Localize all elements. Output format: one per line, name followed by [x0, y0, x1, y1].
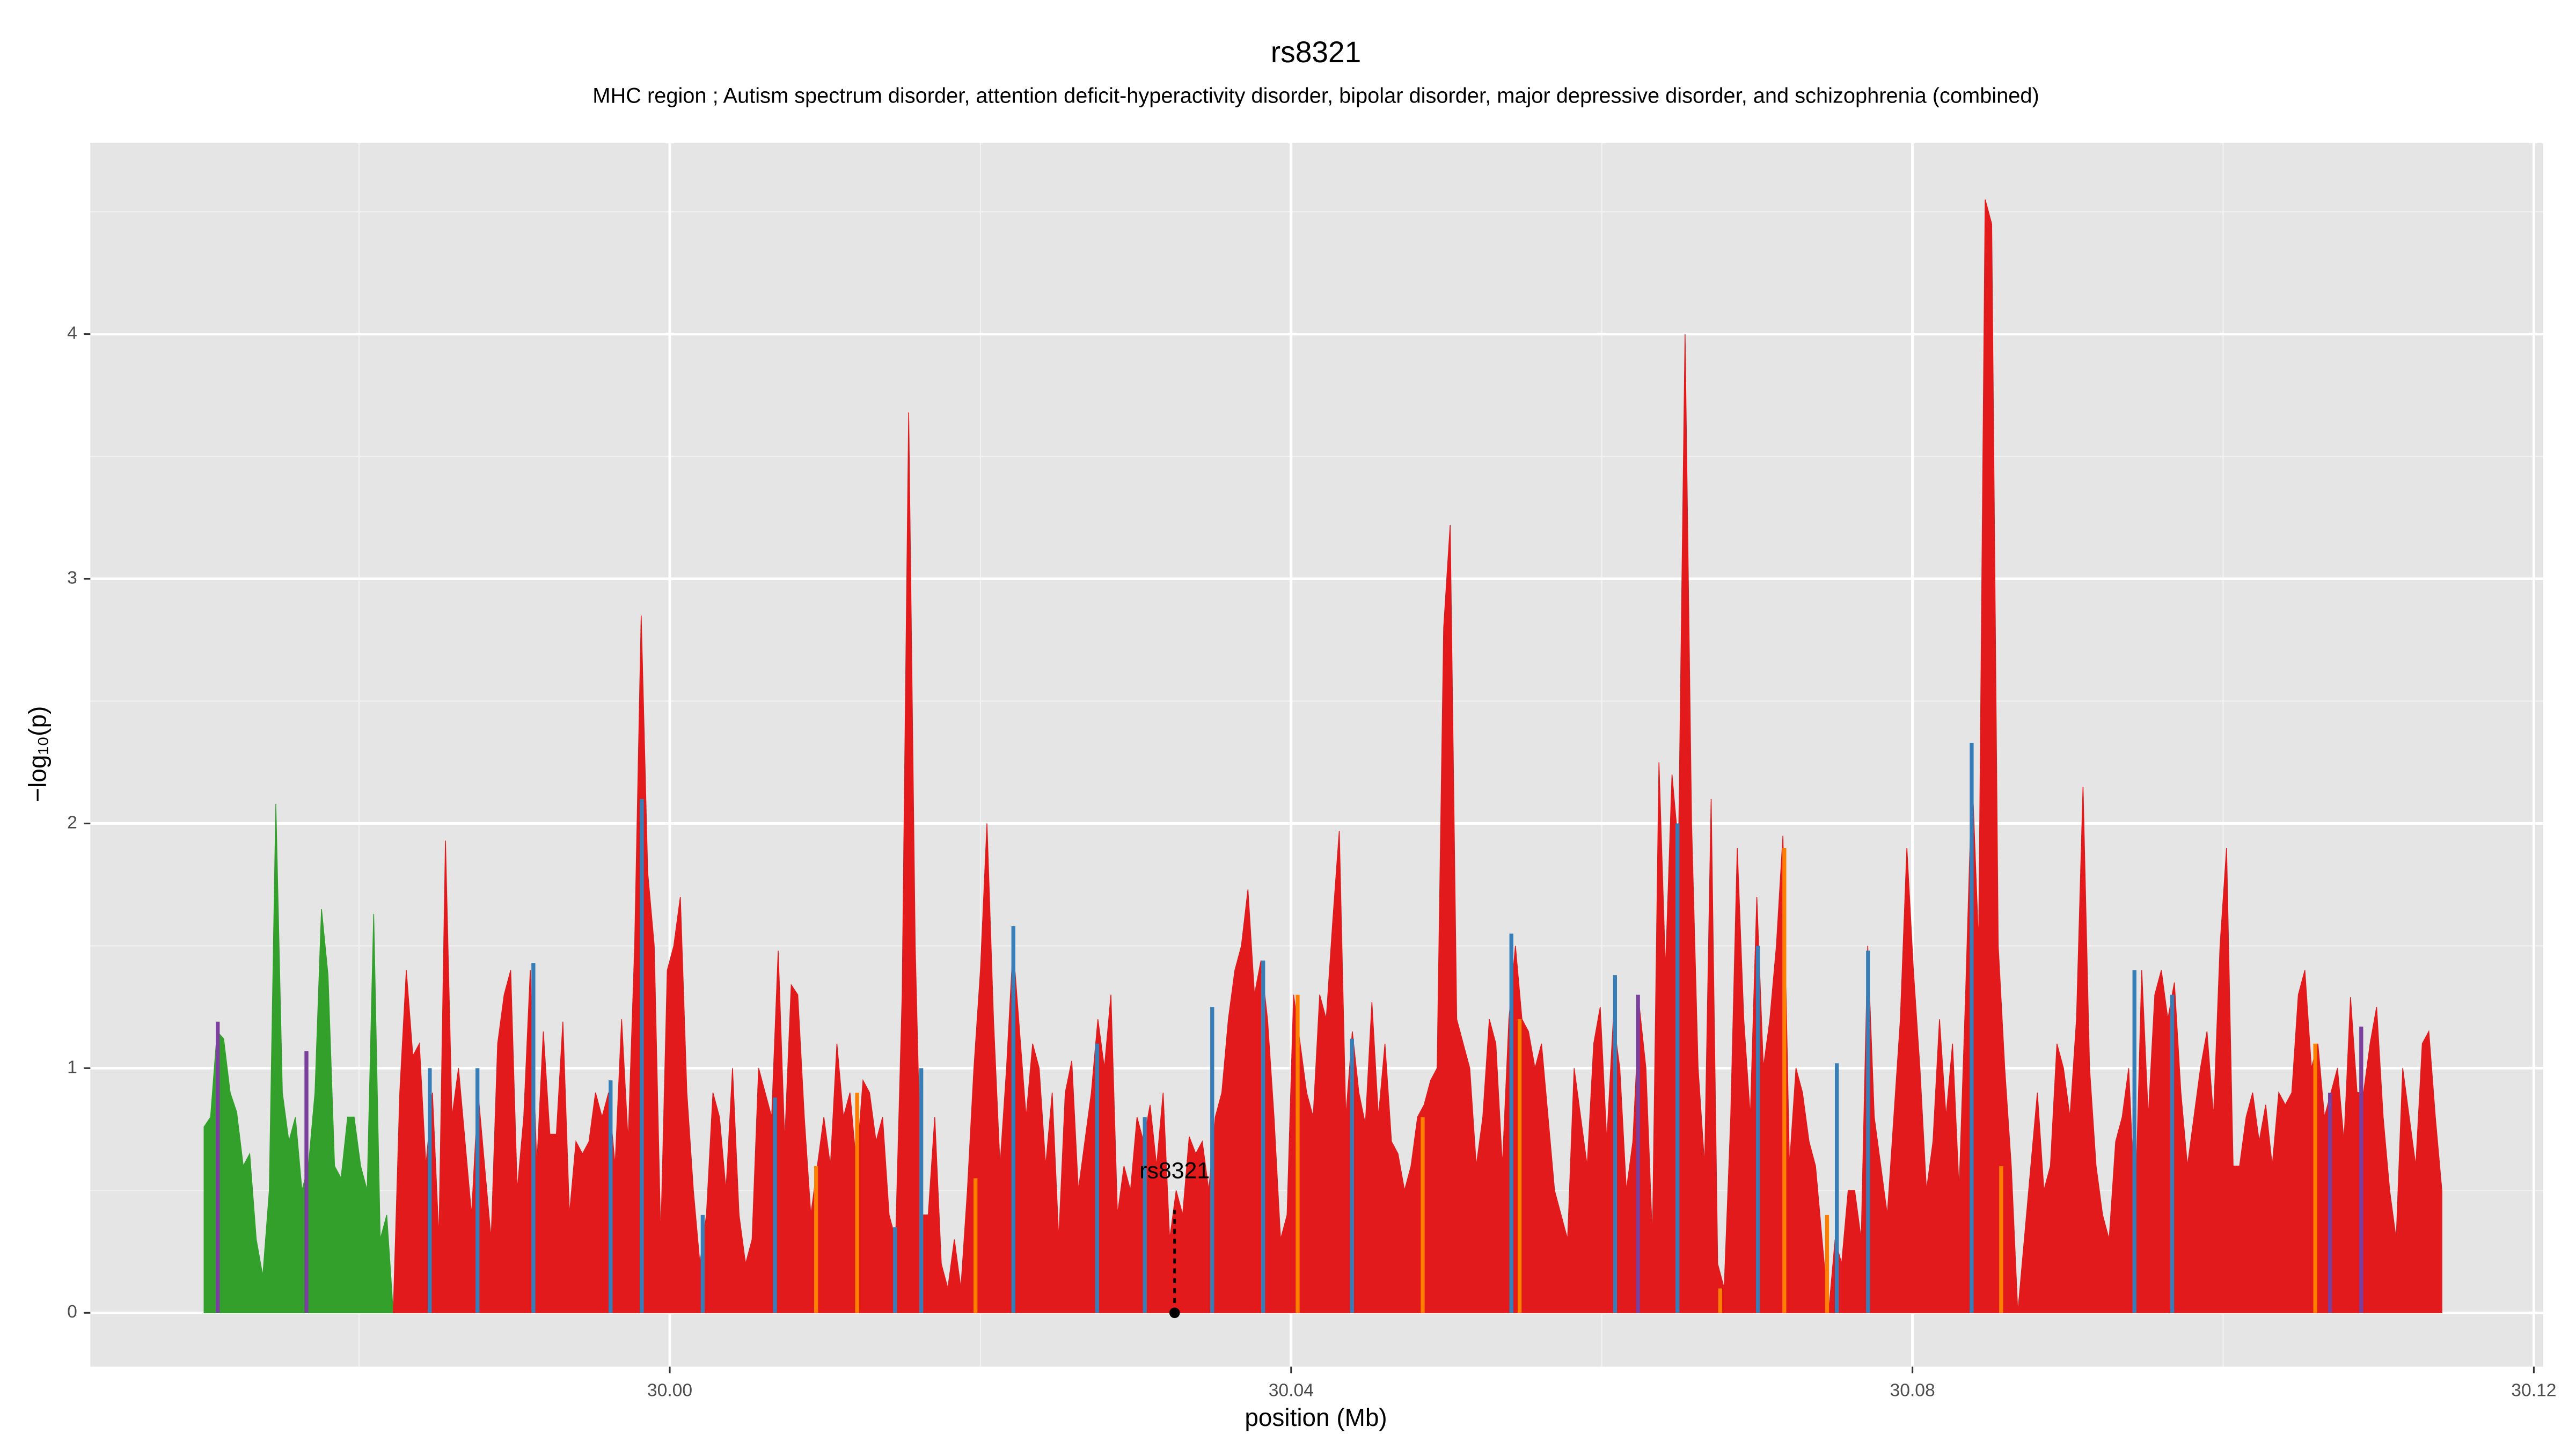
y-tick-label: 3 — [67, 567, 77, 588]
x-tick-label: 30.00 — [647, 1380, 692, 1400]
chart-subtitle: MHC region ; Autism spectrum disorder, a… — [592, 84, 2039, 108]
y-tick-label: 4 — [67, 323, 77, 343]
annotation-point — [1169, 1307, 1180, 1319]
y-axis-label: −log₁₀(p) — [24, 706, 52, 802]
x-tick-label: 30.04 — [1269, 1380, 1314, 1400]
area — [393, 199, 2442, 1314]
y-tick-label: 1 — [67, 1057, 77, 1077]
y-tick-label: 0 — [67, 1301, 77, 1322]
x-tick-label: 30.08 — [1890, 1380, 1935, 1400]
x-tick-label: 30.12 — [2511, 1380, 2556, 1400]
x-axis-label: position (Mb) — [1245, 1403, 1387, 1431]
y-tick-label: 2 — [67, 812, 77, 832]
chart-title: rs8321 — [1271, 35, 1361, 69]
area — [203, 803, 394, 1314]
annotation-label: rs8321 — [1139, 1158, 1210, 1184]
